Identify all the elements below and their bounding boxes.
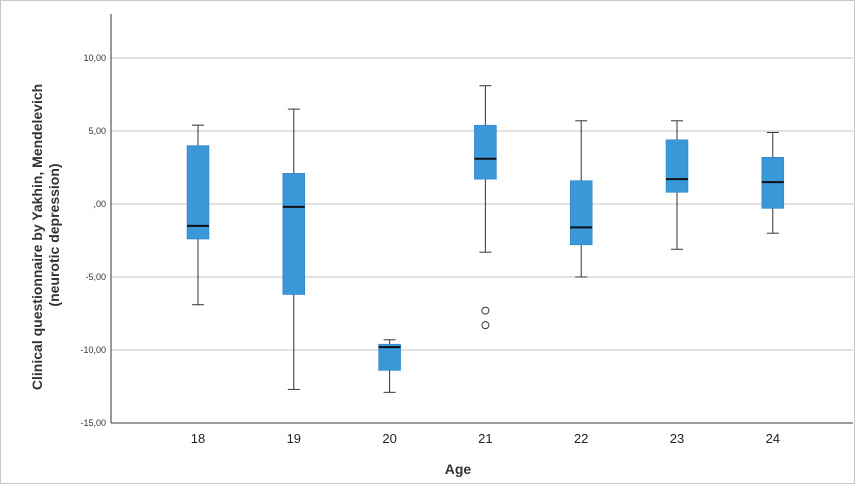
x-tick-label: 18 — [191, 431, 205, 446]
y-tick-label: 10,00 — [83, 53, 106, 63]
box-24 — [761, 131, 785, 234]
y-axis-title-line2: (neurotic depression) — [46, 163, 62, 306]
y-tick-label: 5,00 — [88, 126, 106, 136]
iqr-box — [282, 173, 306, 295]
y-axis-title: Clinical questionnaire by Yakhin, Mendel… — [29, 80, 62, 390]
boxes — [186, 85, 785, 393]
iqr-box — [474, 124, 497, 180]
y-axis-title-line1: Clinical questionnaire by Yakhin, Mendel… — [29, 84, 45, 390]
gridlines — [111, 57, 853, 351]
x-tick-label: 23 — [670, 431, 684, 446]
y-tick-label: -15,00 — [80, 418, 106, 428]
x-tick-label: 21 — [478, 431, 492, 446]
x-tick-labels: 18 19 20 21 22 23 24 — [191, 431, 780, 446]
box-20 — [378, 339, 401, 393]
x-tick-label: 19 — [287, 431, 301, 446]
box-23 — [665, 120, 689, 250]
iqr-box — [186, 145, 210, 240]
outlier-point — [481, 306, 490, 315]
y-tick-label: -10,00 — [80, 345, 106, 355]
outlier-point — [481, 321, 490, 330]
y-tick-labels: 10,00 5,00 ,00 -5,00 -10,00 -15,00 — [80, 53, 106, 428]
box-18 — [186, 124, 210, 306]
iqr-box — [378, 343, 401, 371]
box-19 — [282, 108, 306, 390]
y-tick-label: -5,00 — [85, 272, 106, 282]
box-22 — [569, 120, 593, 278]
box-21 — [474, 85, 497, 330]
x-tick-label: 20 — [382, 431, 396, 446]
x-axis-title: Age — [445, 461, 472, 477]
axes — [110, 14, 853, 424]
x-tick-label: 22 — [574, 431, 588, 446]
iqr-box — [665, 139, 689, 193]
iqr-box — [569, 180, 593, 246]
x-tick-label: 24 — [766, 431, 780, 446]
y-tick-label: ,00 — [93, 199, 106, 209]
